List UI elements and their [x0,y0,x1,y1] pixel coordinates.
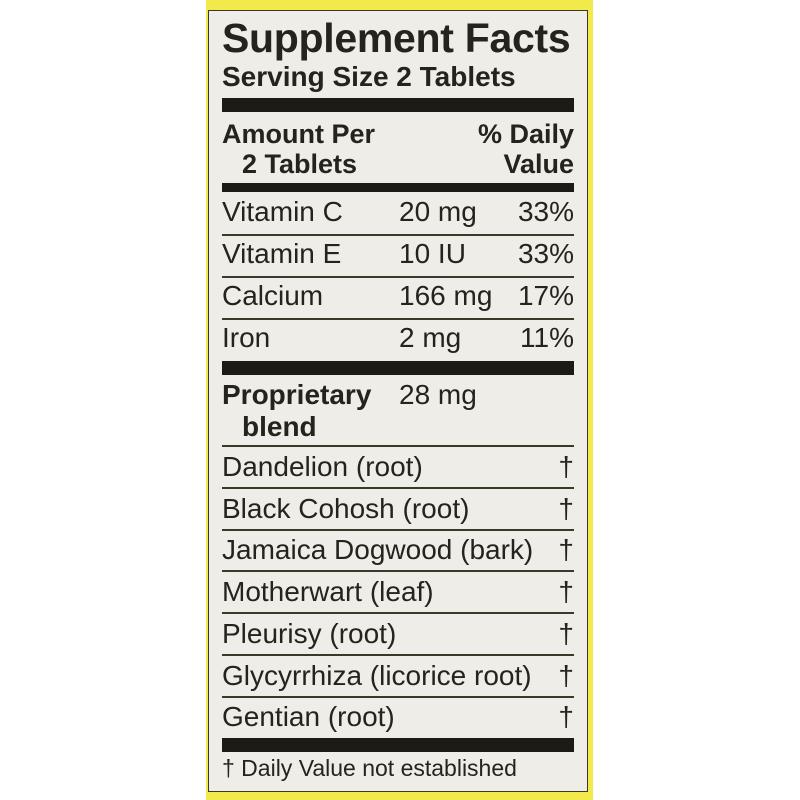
amount-per-header-line2: 2 Tablets [242,149,358,179]
ingredient-name: Pleurisy (root) [222,617,397,649]
nutrient-dv: 11% [520,322,574,353]
dagger-mark: † [558,617,574,649]
ingredient-name: Gentian (root) [222,701,395,733]
dagger-mark: † [558,576,574,608]
nutrient-row: Iron 2 mg 11% [222,318,574,360]
nutrient-amount: 20 mg [399,196,477,227]
amount-per-line1: Amount Per [222,119,376,149]
ingredient-row: Motherwart (leaf) † [222,572,574,615]
nutrient-dv: 33% [517,238,574,269]
nutrient-name: Calcium [222,280,324,311]
ingredient-row: Jamaica Dogwood (bark) † [222,530,574,573]
nutrient-amount: 2 mg [399,322,462,353]
amount-per-header: Amount Per [222,119,375,149]
dagger-mark: † [558,492,574,524]
daily-value-header: % Daily [477,119,574,149]
blend-label: Proprietary [222,379,372,410]
nutrient-dv: 33% [517,196,574,227]
footnote: † Daily Value not established [222,755,517,781]
proprietary-blend-row: Proprietary blend 28 mg [222,375,574,447]
nutrient-name: Vitamin C [222,196,343,227]
nutrient-amount: 166 mg [399,280,493,311]
dagger-mark: † [558,701,574,733]
blend-amount: 28 mg [399,379,477,410]
ingredient-row: Black Cohosh (root) † [222,489,574,531]
nutrient-row: Vitamin E 10 IU 33% [222,234,574,278]
daily-value-header-line2: Value [503,149,574,179]
ingredient-name: Motherwart (leaf) [222,576,434,608]
nutrient-amount: 10 IU [399,238,466,269]
thick-divider [222,361,574,375]
serving-size: Serving Size 2 Tablets [222,61,516,92]
nutrient-name: Iron [222,322,271,353]
dagger-mark: † [558,534,574,566]
ingredient-row: Gentian (root) † [222,697,574,737]
nutrient-row: Calcium 166 mg 17% [222,276,574,320]
ingredient-row: Glycyrrhiza (licorice root) † [222,656,574,698]
dagger-mark: † [558,659,574,691]
panel-title: Supplement Facts [222,15,571,61]
dagger-mark: † [558,451,574,482]
supplement-facts-panel: Supplement Facts Serving Size 2 Tablets … [208,10,588,792]
ingredient-name: Glycyrrhiza (licorice root) [222,659,532,691]
ingredient-name: Black Cohosh (root) [222,492,470,524]
blend-label-line2: blend [242,411,317,442]
ingredient-row: Dandelion (root) † [222,447,574,489]
nutrient-dv: 17% [517,280,574,311]
ingredient-row: Pleurisy (root) † [222,614,574,656]
medium-divider [222,183,574,192]
ingredient-name: Dandelion (root) [222,451,423,482]
ingredient-name: Jamaica Dogwood (bark) [222,534,534,566]
nutrient-name: Vitamin E [222,238,342,269]
nutrient-row: Vitamin C 20 mg 33% [222,192,574,236]
thick-divider [222,738,574,752]
thick-divider [222,98,574,112]
